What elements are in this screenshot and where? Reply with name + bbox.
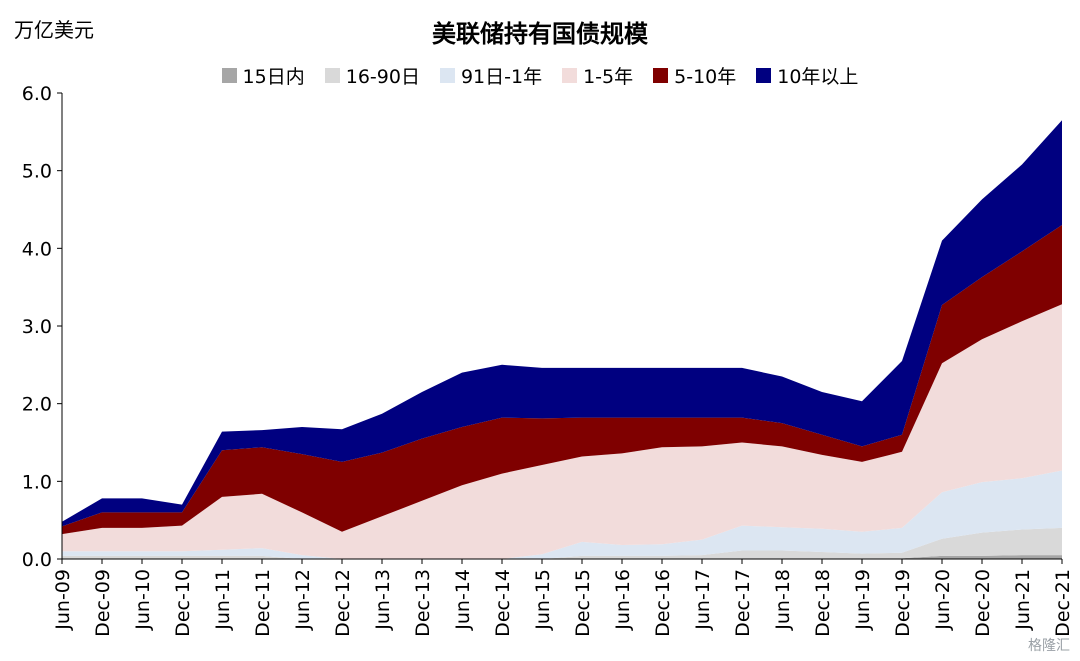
y-tick-label: 1.0 (22, 471, 52, 493)
x-tick-label: Jun-17 (692, 569, 714, 631)
x-tick-label: Jun-11 (212, 569, 234, 631)
x-tick-label: Jun-15 (532, 569, 554, 631)
y-tick-label: 4.0 (22, 238, 52, 260)
x-tick-label: Dec-09 (92, 569, 114, 637)
x-tick-label: Dec-10 (172, 569, 194, 637)
x-tick-label: Jun-16 (612, 569, 634, 631)
x-tick-label: Jun-09 (52, 569, 74, 631)
x-tick-label: Jun-19 (852, 569, 874, 631)
x-tick-label: Jun-18 (772, 569, 794, 631)
x-tick-label: Jun-13 (372, 569, 394, 631)
x-tick-label: Dec-16 (652, 569, 674, 637)
x-tick-label: Dec-12 (332, 569, 354, 637)
y-tick-label: 6.0 (22, 83, 52, 105)
x-tick-label: Dec-20 (972, 569, 994, 637)
x-tick-label: Dec-15 (572, 569, 594, 637)
watermark-logo: 格隆汇 (1028, 635, 1070, 655)
x-tick-label: Dec-14 (492, 569, 514, 637)
x-tick-label: Jun-14 (452, 569, 474, 631)
y-tick-label: 2.0 (22, 394, 52, 416)
y-tick-label: 0.0 (22, 549, 52, 571)
x-tick-label: Dec-19 (892, 569, 914, 637)
y-tick-label: 5.0 (22, 161, 52, 183)
x-tick-label: Dec-21 (1052, 569, 1074, 637)
x-tick-label: Jun-12 (292, 569, 314, 631)
x-tick-label: Jun-10 (132, 569, 154, 631)
x-tick-label: Dec-11 (252, 569, 274, 637)
x-tick-label: Dec-17 (732, 569, 754, 637)
x-tick-label: Jun-20 (932, 569, 954, 631)
y-tick-label: 3.0 (22, 316, 52, 338)
x-tick-label: Dec-18 (812, 569, 834, 637)
x-tick-label: Jun-21 (1012, 569, 1034, 631)
x-tick-label: Dec-13 (412, 569, 434, 637)
